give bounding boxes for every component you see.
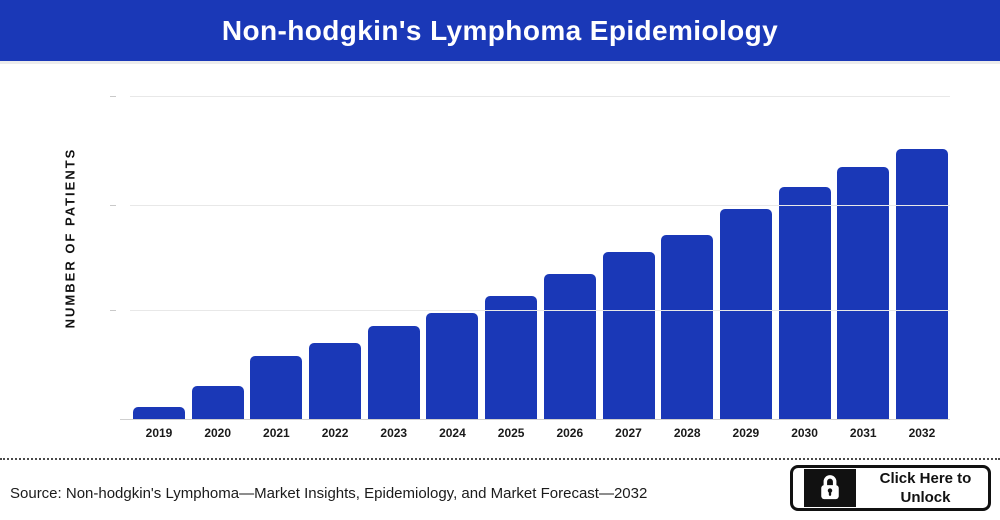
x-axis-label-2020: 2020 xyxy=(204,426,232,440)
x-axis-label-2031: 2031 xyxy=(849,426,877,440)
y-axis-tick xyxy=(110,310,116,311)
x-axis-label-2025: 2025 xyxy=(497,426,525,440)
y-axis-label: NUMBER OF PATIENTS xyxy=(62,147,78,329)
bar-2022 xyxy=(309,343,362,419)
header-divider xyxy=(0,61,1000,64)
bar-2020 xyxy=(191,386,244,419)
x-axis-label-2026: 2026 xyxy=(556,426,584,440)
x-axis-label-2019: 2019 xyxy=(145,426,173,440)
unlock-button-label: Click Here to Unlock xyxy=(879,469,972,507)
bar-2019 xyxy=(133,407,185,419)
plot-area xyxy=(110,70,950,420)
x-axis-line xyxy=(120,419,950,420)
x-axis-label-2029: 2029 xyxy=(732,426,760,440)
source-text: Source: Non-hodgkin's Lymphoma—Market In… xyxy=(10,485,648,502)
y-axis-tick xyxy=(110,205,116,206)
header-banner: Non-hodgkin's Lymphoma Epidemiology xyxy=(0,0,1000,61)
x-axis-label-2028: 2028 xyxy=(673,426,701,440)
bar-2031 xyxy=(837,167,890,419)
x-axis-labels: 2019 2020 2021 2022 2023 2024 2025 2026 2027 2028… xyxy=(133,426,948,440)
bar-2030 xyxy=(778,187,831,419)
x-axis-label-2021: 2021 xyxy=(263,426,290,440)
lock-icon xyxy=(804,469,856,507)
bars-row xyxy=(133,149,948,419)
bar-2032 xyxy=(895,149,948,419)
bar-2024 xyxy=(426,313,479,419)
bar-2023 xyxy=(367,326,420,419)
y-axis-tick xyxy=(110,96,116,97)
bar-2028 xyxy=(661,235,714,419)
x-axis-label-2032: 2032 xyxy=(908,426,936,440)
bar-2021 xyxy=(250,356,303,419)
bar-2025 xyxy=(485,296,538,419)
unlock-button[interactable]: Click Here to Unlock xyxy=(790,465,991,511)
footer-divider xyxy=(0,458,1000,460)
gridline xyxy=(130,205,950,206)
gridline xyxy=(130,310,950,311)
gridline xyxy=(130,96,950,97)
x-axis-label-2022: 2022 xyxy=(321,426,349,440)
bar-2029 xyxy=(719,209,772,419)
x-axis-label-2027: 2027 xyxy=(615,426,642,440)
bar-2027 xyxy=(602,252,655,419)
chart-title: Non-hodgkin's Lymphoma Epidemiology xyxy=(221,14,779,46)
x-axis-label-2024: 2024 xyxy=(439,426,466,440)
bar-2026 xyxy=(543,274,596,419)
x-axis-label-2023: 2023 xyxy=(380,426,408,440)
x-axis-label-2030: 2030 xyxy=(791,426,818,440)
